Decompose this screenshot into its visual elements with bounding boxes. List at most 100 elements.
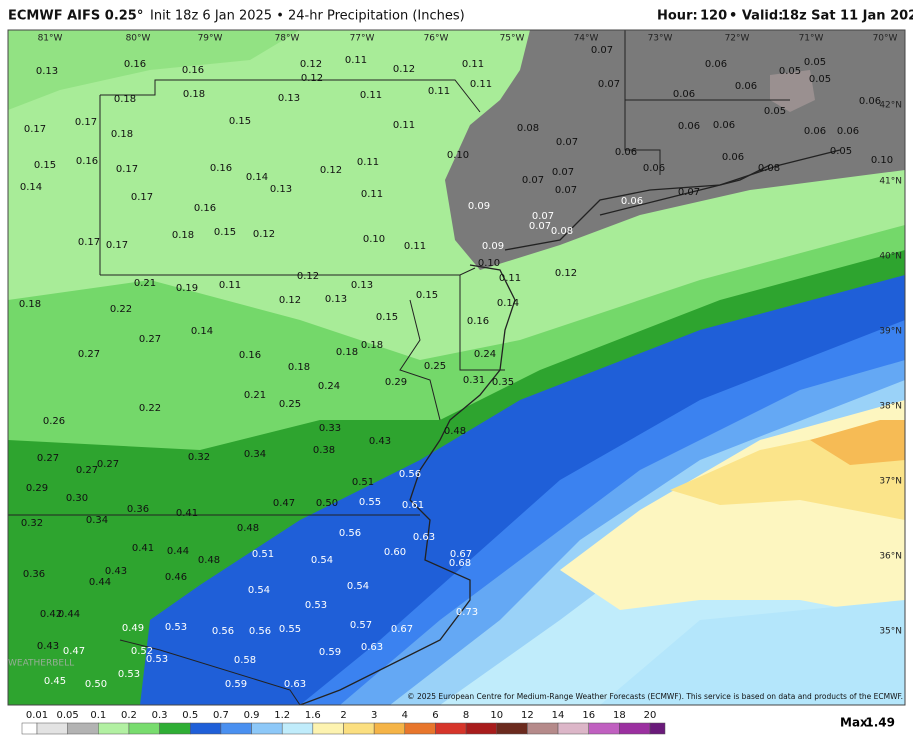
station-value: 0.58 xyxy=(234,655,256,666)
station-value: 0.11 xyxy=(360,90,382,101)
station-value: 0.07 xyxy=(532,211,554,222)
station-value: 0.12 xyxy=(279,295,301,306)
station-value: 0.07 xyxy=(552,167,574,178)
longitude-label: 71°W xyxy=(799,34,824,44)
station-value: 0.17 xyxy=(75,117,97,128)
boundaries xyxy=(8,30,841,705)
colorbar-label: 14 xyxy=(552,710,565,721)
station-value: 0.63 xyxy=(413,532,435,543)
station-value: 0.19 xyxy=(176,283,198,294)
longitude-label: 80°W xyxy=(126,34,151,44)
station-value: 0.47 xyxy=(63,646,85,657)
station-value: 0.21 xyxy=(244,390,266,401)
latitude-label: 37°N xyxy=(879,477,902,487)
coastline xyxy=(504,149,841,251)
colorbar-swatch xyxy=(343,722,375,735)
station-value: 0.18 xyxy=(114,94,136,105)
station-value: 0.34 xyxy=(244,449,266,460)
station-value: 0.18 xyxy=(111,129,133,140)
station-value: 0.10 xyxy=(871,155,893,166)
station-value: 0.12 xyxy=(297,271,319,282)
station-value: 0.53 xyxy=(305,600,327,611)
latitude-label: 42°N xyxy=(879,101,902,111)
station-value: 0.51 xyxy=(252,549,274,560)
station-value: 0.63 xyxy=(361,642,383,653)
colorbar-swatch xyxy=(98,722,130,735)
station-value: 0.42 xyxy=(40,609,62,620)
station-value: 0.53 xyxy=(165,622,187,633)
station-value: 0.54 xyxy=(347,581,369,592)
colorbar-swatch xyxy=(21,722,38,735)
field-band xyxy=(600,600,905,705)
station-value: 0.11 xyxy=(462,59,484,70)
valid-label: • Valid: xyxy=(729,9,783,24)
station-value: 0.12 xyxy=(320,165,342,176)
latitude-label: 39°N xyxy=(879,327,902,337)
station-value: 0.36 xyxy=(23,569,45,580)
state-line xyxy=(119,639,301,705)
station-value: 0.14 xyxy=(20,182,42,193)
colorbar-swatch xyxy=(496,722,528,735)
station-value: 0.11 xyxy=(361,189,383,200)
station-value: 0.25 xyxy=(279,399,301,410)
station-value: 0.56 xyxy=(399,469,421,480)
copyright: © 2025 European Centre for Medium-Range … xyxy=(407,692,903,701)
station-value: 0.07 xyxy=(556,137,578,148)
station-value: 0.06 xyxy=(804,126,826,137)
station-value: 0.44 xyxy=(58,609,80,620)
station-value: 0.48 xyxy=(444,426,466,437)
field-band xyxy=(810,420,905,465)
longitude-label: 78°W xyxy=(275,34,300,44)
station-value: 0.17 xyxy=(131,192,153,203)
station-value: 0.08 xyxy=(517,123,539,134)
station-value: 0.18 xyxy=(172,230,194,241)
station-value: 0.08 xyxy=(551,226,573,237)
station-value: 0.13 xyxy=(351,280,373,291)
station-value: 0.48 xyxy=(198,555,220,566)
station-value: 0.48 xyxy=(237,523,259,534)
station-value: 0.12 xyxy=(300,59,322,70)
field-band xyxy=(8,30,300,110)
hour-label: Hour: xyxy=(657,9,698,24)
station-value: 0.18 xyxy=(361,340,383,351)
station-value: 0.47 xyxy=(273,498,295,509)
model-name: ECMWF AIFS 0.25° xyxy=(8,9,143,24)
latitude-label: 40°N xyxy=(879,252,902,262)
station-value: 0.05 xyxy=(764,106,786,117)
colorbar-label: 0.5 xyxy=(182,710,198,721)
station-value: 0.54 xyxy=(311,555,333,566)
latitude-label: 36°N xyxy=(879,552,902,562)
station-value: 0.05 xyxy=(830,146,852,157)
station-value: 0.53 xyxy=(146,654,168,665)
station-value: 0.59 xyxy=(225,679,247,690)
station-value: 0.18 xyxy=(19,299,41,310)
station-value: 0.06 xyxy=(859,96,881,107)
station-value: 0.36 xyxy=(127,504,149,515)
colorbar-label: 10 xyxy=(490,710,503,721)
colorbar-swatch xyxy=(312,722,344,735)
colorbar-label: 3 xyxy=(371,710,377,721)
hour-value: 120 xyxy=(700,9,727,24)
station-value: 0.41 xyxy=(176,508,198,519)
longitude-label: 72°W xyxy=(725,34,750,44)
station-value: 0.11 xyxy=(499,273,521,284)
station-value: 0.18 xyxy=(183,89,205,100)
station-value: 0.32 xyxy=(21,518,43,529)
longitude-label: 75°W xyxy=(500,34,525,44)
station-value: 0.27 xyxy=(97,459,119,470)
station-value: 0.55 xyxy=(359,497,381,508)
colorbar-swatch xyxy=(557,722,589,735)
station-value: 0.51 xyxy=(352,477,374,488)
station-value: 0.06 xyxy=(615,147,637,158)
colorbar-label: 1.6 xyxy=(305,710,321,721)
colorbar-swatch xyxy=(404,722,436,735)
coastline xyxy=(399,299,441,421)
station-value: 0.29 xyxy=(385,377,407,388)
station-value: 0.14 xyxy=(497,298,519,309)
station-value: 0.11 xyxy=(219,280,241,291)
longitude-label: 74°W xyxy=(574,34,599,44)
longitude-label: 81°W xyxy=(38,34,63,44)
station-value: 0.63 xyxy=(284,679,306,690)
station-value: 0.68 xyxy=(449,558,471,569)
station-value: 0.09 xyxy=(482,241,504,252)
